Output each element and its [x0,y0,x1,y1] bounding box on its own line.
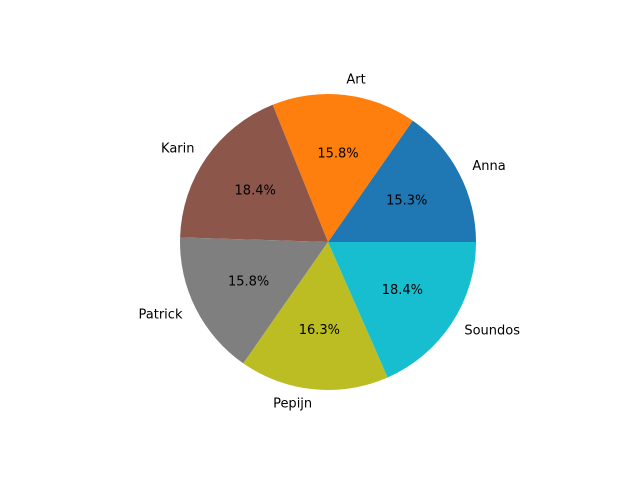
slice-label-soundos: Soundos [464,323,520,338]
slice-label-karin: Karin [161,141,194,156]
slice-percent-patrick: 15.8% [228,274,269,289]
pie-slice-anna [328,120,476,242]
slice-percent-art: 15.8% [317,146,358,161]
pie-slices [180,94,476,390]
pie-slice-pepijn [243,242,388,390]
pie-slice-soundos [328,242,476,378]
pie-slice-art [272,94,413,243]
slice-percent-karin: 18.4% [235,184,276,199]
slice-percent-soundos: 18.4% [382,283,423,298]
slice-label-pepijn: Pepijn [273,397,312,412]
pie-slice-patrick [180,237,328,364]
slice-percent-pepijn: 16.3% [299,323,340,338]
pie-slice-karin [180,104,328,242]
slice-label-art: Art [346,73,365,88]
slice-percent-anna: 15.3% [386,193,427,208]
slice-label-patrick: Patrick [139,307,183,322]
slice-label-anna: Anna [472,159,505,174]
pie-labels: Anna 15.3% Art 15.8% Karin 18.4% Patrick 15.8% P… [139,73,521,412]
